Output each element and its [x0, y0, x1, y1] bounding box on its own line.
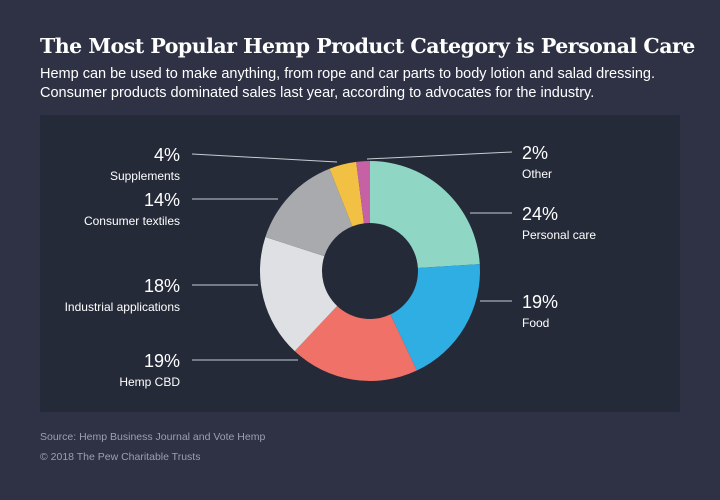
- category-label-food: Food: [522, 316, 549, 330]
- slice-industrial-applications: [260, 237, 338, 352]
- category-label-other: Other: [522, 167, 552, 181]
- value-label-food: 19%: [522, 292, 558, 312]
- slice-consumer-textiles: [265, 168, 353, 257]
- value-label-consumer-textiles: 14%: [144, 190, 180, 210]
- category-label-industrial-applications: Industrial applications: [65, 300, 180, 314]
- donut-chart: 24% Personal care 19% Food 19% Hemp CBD 18% Ind…: [65, 143, 597, 389]
- category-label-supplements: Supplements: [110, 169, 180, 183]
- category-label-personal-care: Personal care: [522, 228, 596, 242]
- slice-personal-care: [370, 161, 480, 268]
- value-label-other: 2%: [522, 143, 548, 163]
- leader-line-other: [366, 151, 513, 160]
- leader-line-supplements: [191, 153, 338, 163]
- donut-hole: [322, 223, 418, 319]
- source-note: Source: Hemp Business Journal and Vote H…: [40, 431, 266, 443]
- chart-panel: 24% Personal care 19% Food 19% Hemp CBD 18% Ind…: [40, 115, 680, 412]
- slice-other: [356, 161, 370, 224]
- value-label-hemp-cbd: 19%: [144, 351, 180, 371]
- category-label-consumer-textiles: Consumer textiles: [84, 214, 180, 228]
- value-label-supplements: 4%: [154, 145, 180, 165]
- slice-hemp-cbd: [294, 305, 417, 382]
- copyright-note: © 2018 The Pew Charitable Trusts: [40, 451, 201, 463]
- slice-supplements: [329, 161, 364, 227]
- chart-title: The Most Popular Hemp Product Category i…: [40, 34, 695, 58]
- category-label-hemp-cbd: Hemp CBD: [119, 375, 180, 389]
- value-label-personal-care: 24%: [522, 204, 558, 224]
- value-label-industrial-applications: 18%: [144, 276, 180, 296]
- slice-food: [390, 264, 480, 371]
- chart-subtitle: Hemp can be used to make anything, from …: [40, 66, 655, 101]
